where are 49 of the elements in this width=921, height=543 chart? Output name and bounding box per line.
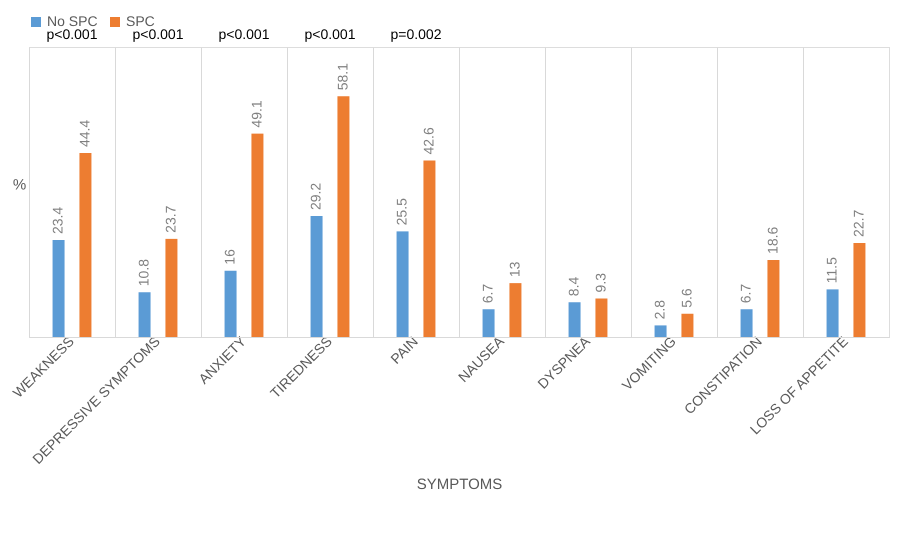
bar	[681, 314, 694, 337]
bar	[853, 242, 866, 337]
data-label: 23.7	[162, 205, 178, 233]
data-label: 5.6	[678, 288, 694, 308]
bar	[337, 96, 350, 337]
bar	[224, 270, 237, 337]
bar	[654, 325, 667, 337]
data-label: 16	[222, 248, 238, 265]
data-label: 6.7	[480, 284, 496, 304]
bar	[79, 153, 92, 337]
data-label: 58.1	[334, 62, 350, 90]
x-axis-title: SYMPTOMS	[416, 476, 502, 493]
bar	[767, 260, 780, 337]
y-axis-title: %	[12, 176, 26, 194]
bar	[740, 309, 753, 337]
data-label: 42.6	[420, 127, 436, 155]
bar	[826, 289, 839, 337]
bar	[423, 160, 436, 337]
bar	[595, 298, 608, 337]
text: p=0.002	[390, 26, 442, 42]
data-label: 13	[506, 261, 522, 278]
bar	[310, 216, 323, 337]
data-label: 11.5	[824, 256, 840, 284]
bar	[165, 238, 178, 337]
legend-label: SPC	[126, 13, 155, 29]
bar	[396, 231, 409, 337]
data-label: 6.7	[738, 284, 754, 304]
bar	[568, 302, 581, 337]
bar	[482, 309, 495, 337]
data-label: 29.2	[308, 182, 324, 210]
data-label: 2.8	[652, 300, 668, 320]
bar	[509, 283, 522, 337]
data-label: 23.4	[50, 206, 66, 234]
text: p<0.001	[132, 26, 184, 42]
data-label: 9.3	[592, 272, 608, 292]
text: p<0.001	[218, 26, 270, 42]
data-label: 10.8	[136, 258, 152, 286]
data-label: 44.4	[76, 120, 92, 148]
data-label: 18.6	[764, 226, 780, 254]
text: p<0.001	[46, 26, 98, 42]
data-label: 49.1	[248, 100, 264, 128]
bar	[52, 240, 65, 337]
bar	[251, 134, 264, 337]
data-label: 25.5	[394, 198, 410, 226]
data-label: 8.4	[566, 276, 582, 296]
text: p<0.001	[304, 26, 356, 42]
bar	[138, 292, 151, 337]
data-label: 22.7	[850, 209, 866, 237]
legend-label: No SPC	[47, 13, 98, 29]
